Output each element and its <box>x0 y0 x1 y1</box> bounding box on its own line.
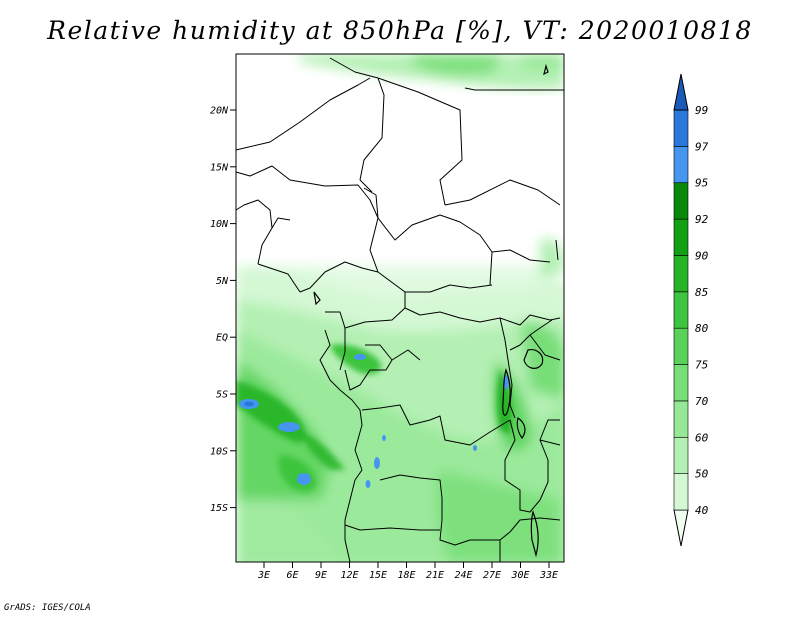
lon-tick-label: 12E <box>340 570 358 581</box>
lat-tick-label: EQ <box>216 333 228 344</box>
lon-tick-label: 9E <box>315 570 327 581</box>
colorbar-bin <box>673 182 689 220</box>
colorbar-bin <box>673 364 689 402</box>
lat-tick-label: 15N <box>210 162 229 173</box>
lon-tick-label: 24E <box>454 570 472 581</box>
lat-tick-label: 10S <box>210 446 228 457</box>
grads-credit: GrADS: IGES/COLA <box>4 603 91 613</box>
colorbar-label: 80 <box>695 322 709 335</box>
colorbar-bin <box>673 146 689 184</box>
colorbar-bin <box>673 327 689 365</box>
colorbar-lower-arrow <box>673 509 689 547</box>
map-frame <box>235 53 565 563</box>
colorbar-label: 85 <box>695 286 708 299</box>
lon-tick-label: 33E <box>539 570 558 581</box>
lat-tick-label: 10N <box>210 219 229 230</box>
colorbar-bin <box>673 109 689 147</box>
latitude-axis: 20N 15N 10N 5N EQ 5S 10S 15S <box>210 106 236 514</box>
colorbar-label: 90 <box>695 249 709 262</box>
colorbar-label: 95 <box>695 177 708 190</box>
colorbar-bin <box>673 255 689 293</box>
lat-tick-label: 20N <box>210 106 229 117</box>
lon-tick-label: 30E <box>510 570 529 581</box>
lon-tick-label: 18E <box>397 570 415 581</box>
colorbar-bin <box>673 400 689 438</box>
colorbar: 40 50 60 70 75 80 85 90 92 95 97 99 <box>673 73 709 547</box>
lakes <box>313 63 549 558</box>
colorbar-bin <box>673 473 689 511</box>
lon-tick-label: 15E <box>369 570 387 581</box>
lon-tick-label: 27E <box>483 570 501 581</box>
colorbar-bin <box>673 291 689 329</box>
colorbar-label: 99 <box>695 104 708 117</box>
map-title: Relative humidity at 850hPa [%], VT: 202… <box>47 16 753 45</box>
colorbar-label: 40 <box>695 504 709 517</box>
lon-tick-label: 3E <box>257 570 270 581</box>
colorbar-label: 97 <box>695 140 709 153</box>
colorbar-bin <box>673 218 689 256</box>
country-boundaries <box>235 57 564 563</box>
colorbar-label: 75 <box>695 359 708 372</box>
humidity-field <box>236 54 564 562</box>
colorbar-label: 50 <box>695 468 709 481</box>
colorbar-label: 70 <box>695 395 709 408</box>
colorbar-bin <box>673 436 689 474</box>
map-panel: 20N 15N 10N 5N EQ 5S 10S 15S 3E 6E 9E 12E 15E 18E 21E… <box>210 53 565 581</box>
longitude-axis: 3E 6E 9E 12E 15E 18E 21E 24E 27E 30E 33E <box>257 562 558 581</box>
lon-tick-label: 6E <box>286 570 298 581</box>
lat-tick-label: 5N <box>216 276 229 287</box>
colorbar-upper-arrow <box>673 73 689 111</box>
high-humidity-spots <box>239 354 509 488</box>
lat-tick-label: 15S <box>210 503 228 514</box>
colorbar-label: 60 <box>695 431 709 444</box>
lon-tick-label: 21E <box>426 570 444 581</box>
lat-tick-label: 5S <box>216 390 228 401</box>
colorbar-label: 92 <box>695 213 709 226</box>
